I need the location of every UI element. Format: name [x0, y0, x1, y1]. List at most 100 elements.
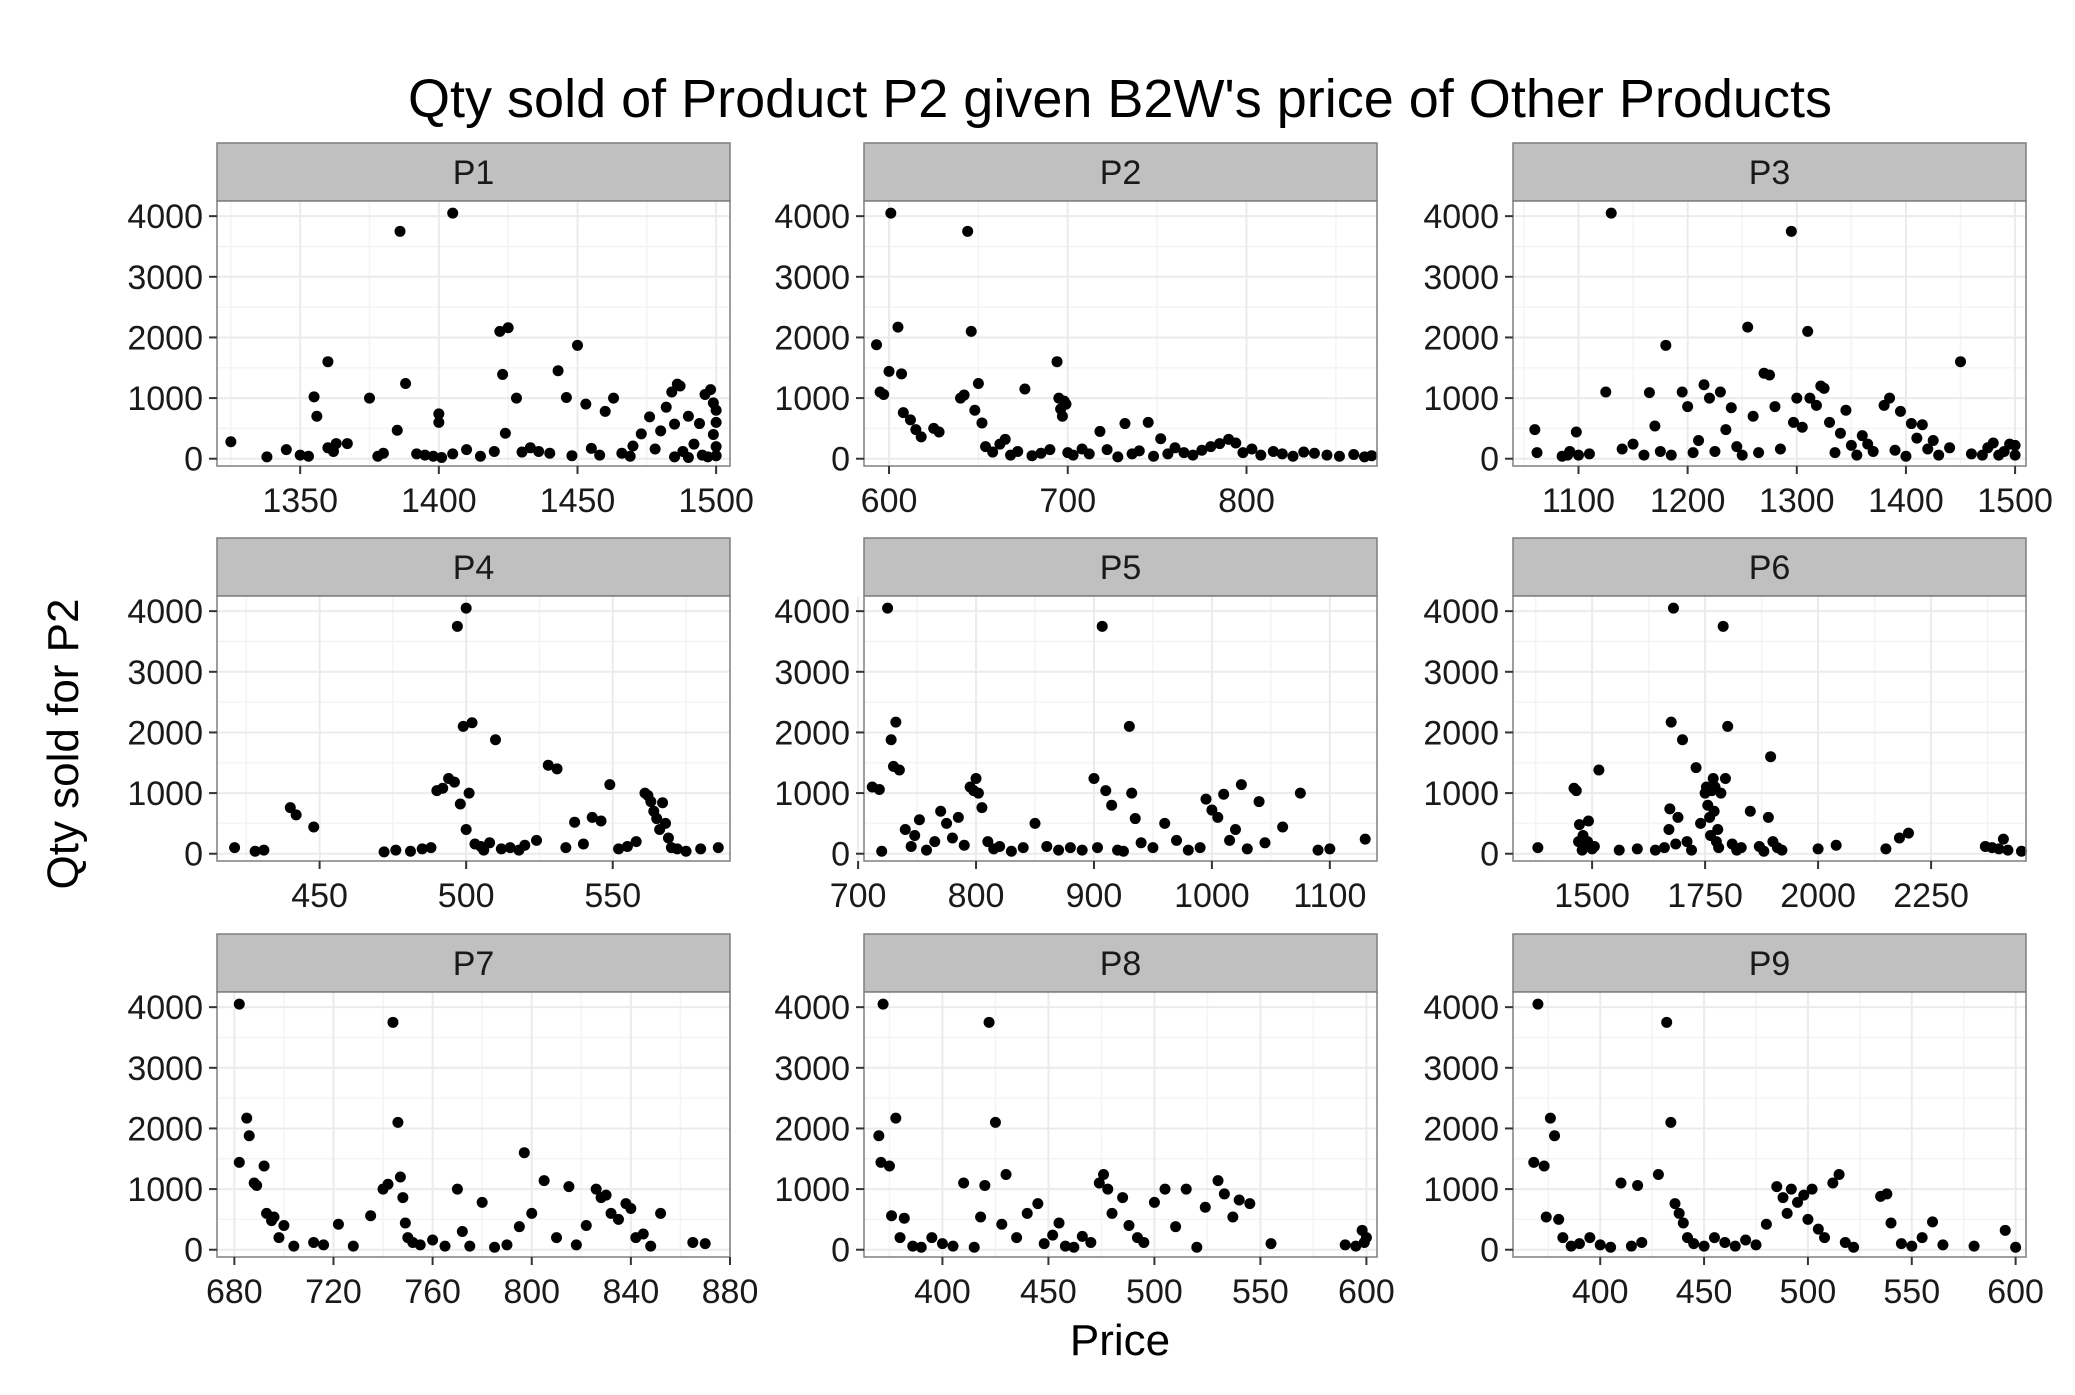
- data-point: [1021, 1207, 1033, 1219]
- data-point: [1631, 843, 1643, 855]
- data-point: [1565, 1240, 1577, 1252]
- data-point: [699, 1238, 711, 1250]
- data-point: [460, 602, 472, 614]
- data-point: [1672, 811, 1684, 823]
- y-tick-label: 1000: [1423, 775, 1499, 813]
- data-point: [1867, 445, 1879, 457]
- data-point: [1720, 424, 1732, 436]
- data-point: [1785, 225, 1797, 237]
- data-point: [1758, 845, 1770, 857]
- data-point: [460, 823, 472, 835]
- facet-strip-label: P6: [1749, 549, 1791, 587]
- facet-strip: [1512, 537, 2027, 597]
- x-tick-label: 550: [584, 877, 641, 915]
- data-point: [1717, 620, 1729, 632]
- data-point: [969, 404, 981, 416]
- data-point: [1540, 1211, 1552, 1223]
- data-point: [1715, 787, 1727, 799]
- data-point: [484, 837, 496, 849]
- panel-background: [864, 992, 1377, 1257]
- data-point: [1067, 449, 1079, 461]
- data-point: [294, 449, 306, 461]
- data-point: [278, 1219, 290, 1231]
- data-point: [1818, 382, 1830, 394]
- data-point: [1148, 450, 1160, 462]
- data-point: [1676, 734, 1688, 746]
- data-point: [433, 416, 445, 428]
- data-point: [1747, 410, 1759, 422]
- data-point: [414, 1239, 426, 1251]
- data-point: [1686, 844, 1698, 856]
- data-point: [660, 817, 672, 829]
- data-point: [705, 384, 717, 396]
- data-point: [1944, 442, 1956, 454]
- x-tick-label: 400: [1572, 1273, 1629, 1311]
- data-point: [531, 834, 543, 846]
- data-point: [710, 441, 722, 453]
- data-point: [669, 451, 681, 463]
- data-point: [871, 339, 883, 351]
- data-point: [1265, 1238, 1277, 1250]
- data-point: [1206, 804, 1218, 816]
- x-tick-label: 500: [438, 877, 495, 915]
- data-point: [941, 817, 953, 829]
- data-point: [595, 815, 607, 827]
- data-point: [1845, 439, 1857, 451]
- facet-strip: [863, 537, 1378, 597]
- facet-strip-label: P1: [453, 154, 495, 192]
- data-point: [436, 452, 448, 464]
- data-point: [952, 811, 964, 823]
- facet-strip-label: P4: [453, 549, 495, 587]
- x-tick-label: 1500: [1554, 877, 1630, 915]
- data-point: [1255, 449, 1267, 461]
- y-tick-label: 1000: [774, 1171, 850, 1209]
- x-tick-label: 450: [1020, 1273, 1077, 1311]
- data-point: [560, 391, 572, 403]
- data-point: [518, 1147, 530, 1159]
- data-point: [1187, 449, 1199, 461]
- data-point: [1613, 844, 1625, 856]
- y-tick-label: 2000: [774, 319, 850, 357]
- data-point: [341, 438, 353, 450]
- data-point: [404, 845, 416, 857]
- x-tick-label: 1200: [1650, 482, 1726, 520]
- data-point: [1652, 1169, 1664, 1181]
- data-point: [1999, 1224, 2011, 1236]
- data-point: [710, 416, 722, 428]
- data-point: [586, 811, 598, 823]
- data-point: [666, 386, 678, 398]
- data-point: [1735, 842, 1747, 854]
- data-point: [1765, 751, 1777, 763]
- data-point: [394, 1171, 406, 1183]
- data-point: [1194, 842, 1206, 854]
- data-point: [258, 844, 270, 856]
- data-point: [946, 832, 958, 844]
- data-point: [1937, 1239, 1949, 1251]
- data-point: [261, 451, 273, 463]
- data-point: [1677, 1217, 1689, 1229]
- panel-border: [216, 991, 731, 1258]
- data-point: [1366, 450, 1378, 462]
- data-point: [1965, 448, 1977, 460]
- data-point: [1583, 448, 1595, 460]
- data-point: [1088, 773, 1100, 785]
- data-point: [551, 763, 563, 775]
- data-point: [1094, 425, 1106, 437]
- facet-strip-label: P8: [1100, 945, 1142, 983]
- data-point: [249, 845, 261, 857]
- y-tick-label: 2000: [1423, 1110, 1499, 1148]
- data-point: [1532, 842, 1544, 854]
- data-point: [1714, 386, 1726, 398]
- data-point: [1191, 1241, 1203, 1253]
- data-point: [1159, 817, 1171, 829]
- data-point: [1000, 1169, 1012, 1181]
- data-point: [322, 356, 334, 368]
- data-point: [1802, 1213, 1814, 1225]
- data-point: [1769, 401, 1781, 413]
- data-point: [1582, 815, 1594, 827]
- data-point: [1636, 1236, 1648, 1248]
- data-point: [391, 424, 403, 436]
- facet-p9: P9 0 1000 2000 3000 4000 400 450 500 550 600: [1423, 933, 2044, 1311]
- y-tick-label: 2000: [127, 1110, 203, 1148]
